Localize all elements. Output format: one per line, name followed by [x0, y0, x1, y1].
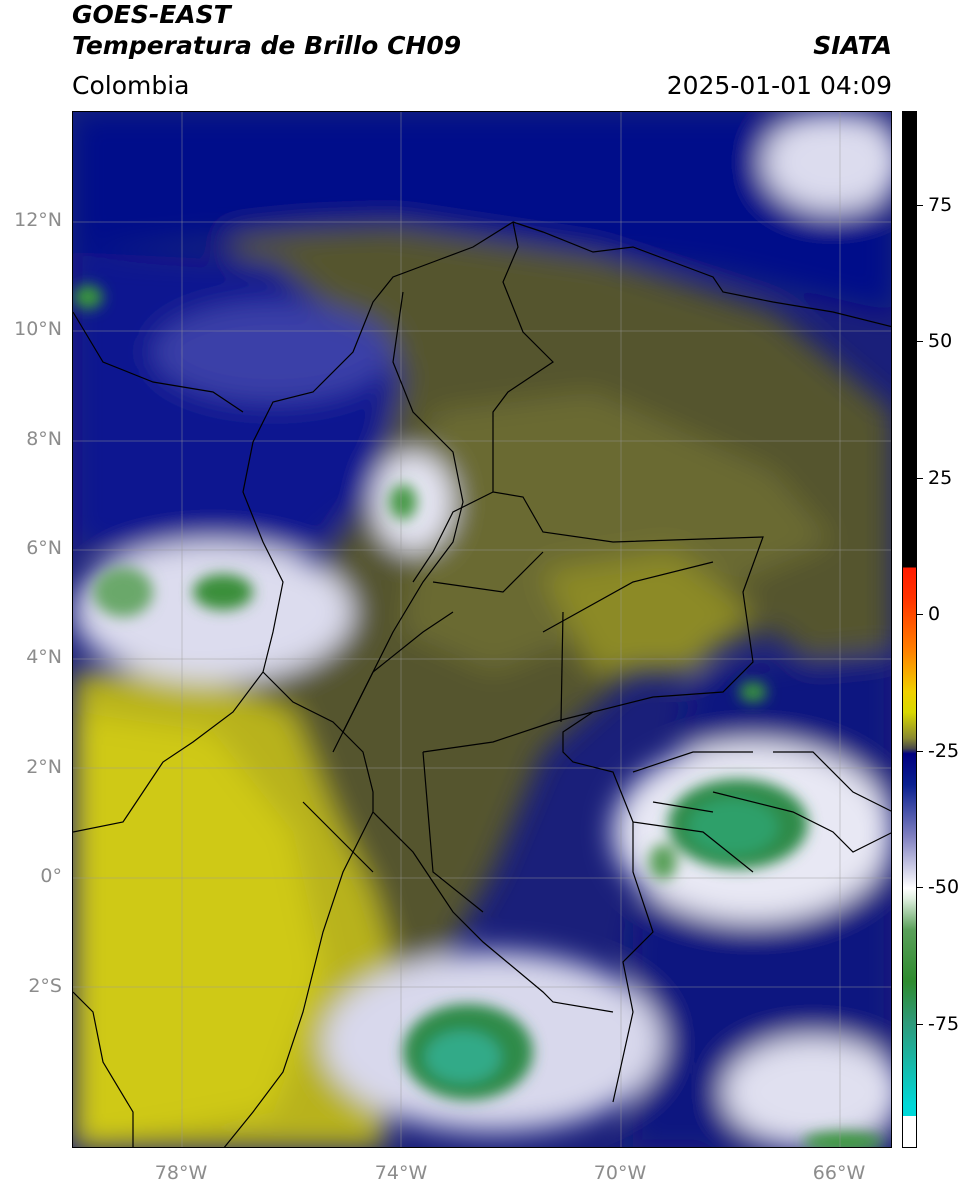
borders: [73, 221, 891, 1147]
cold-cloud-tops: [73, 285, 883, 1147]
lon-label-66w: 66°W: [812, 1162, 866, 1184]
lon-label-74w: 74°W: [374, 1162, 428, 1184]
lon-label-78w: 78°W: [154, 1162, 208, 1184]
colorbar: [902, 111, 917, 1148]
lat-label-0: 0°: [40, 865, 62, 887]
lat-label-12n: 12°N: [14, 209, 62, 231]
colorbar-tick-mark: [917, 887, 923, 888]
colorbar-tick-neg75: -75: [928, 1013, 960, 1035]
brightness-temperature-map: [72, 111, 892, 1148]
lat-label-8n: 8°N: [26, 428, 62, 450]
lon-label-70w: 70°W: [593, 1162, 647, 1184]
colorbar-tick-0: 0: [928, 603, 941, 625]
colorbar-tick-neg25: -25: [928, 740, 960, 762]
region-label: Colombia: [72, 71, 190, 100]
lat-label-4n: 4°N: [26, 646, 62, 668]
lat-label-10n: 10°N: [14, 318, 62, 340]
colorbar-tick-75: 75: [928, 194, 953, 216]
colorbar-tick-mark: [917, 205, 923, 206]
product-line-1: GOES-EAST: [72, 0, 231, 29]
colorbar-tick-mark: [917, 751, 923, 752]
colorbar-tick-25: 25: [928, 467, 953, 489]
lat-label-2n: 2°N: [26, 756, 62, 778]
colorbar-tick-50: 50: [928, 330, 953, 352]
colorbar-tick-mark: [917, 341, 923, 342]
product-title: Temperatura de Brillo CH09: [72, 31, 462, 60]
cloud-field: [73, 112, 891, 1147]
org-label: SIATA: [813, 31, 892, 60]
colorbar-tick-mark: [917, 614, 923, 615]
colorbar-tick-mark: [917, 1024, 923, 1025]
gridlines: [73, 112, 891, 1147]
lat-label-2s: 2°S: [28, 975, 62, 997]
map-canvas: [73, 112, 891, 1147]
lat-label-6n: 6°N: [26, 537, 62, 559]
colorbar-tick-neg50: -50: [928, 876, 960, 898]
timestamp-label: 2025-01-01 04:09: [666, 71, 892, 100]
colorbar-tick-mark: [917, 478, 923, 479]
